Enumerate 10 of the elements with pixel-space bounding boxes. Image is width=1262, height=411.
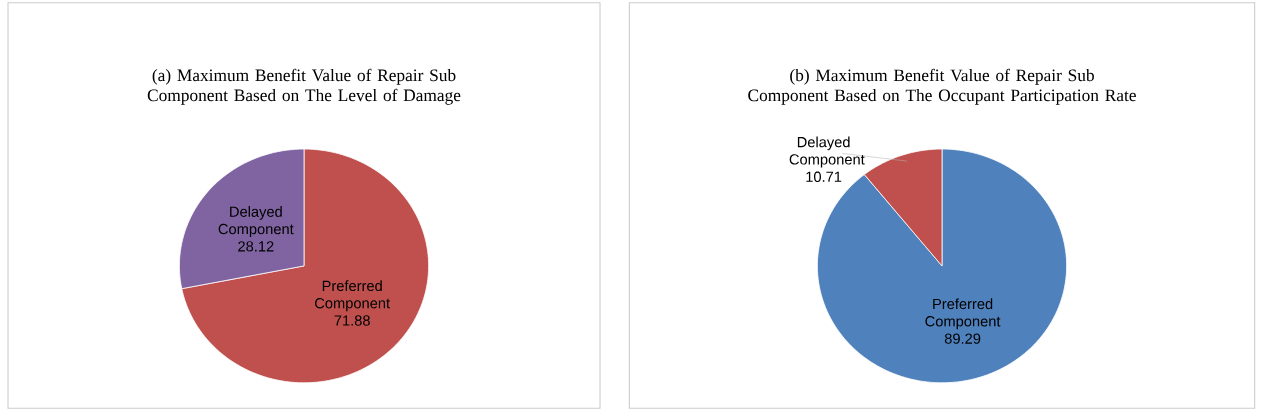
slice-label: Delayed Component	[789, 136, 865, 168]
slice-label: Preferred Component	[315, 280, 390, 312]
slice-label: Delayed Component	[218, 206, 294, 238]
data-label: 10.71	[806, 171, 842, 182]
data-label: 89.29	[944, 333, 981, 344]
chart-title: (a) Maximum Benefit Value of Repair Sub Component Based on The Level of Damage	[147, 68, 461, 105]
chart-title: (b) Maximum Benefit Value of Repair Sub Component Based on The Occupant Participation Rate	[748, 68, 1136, 105]
slice-label: Preferred Component	[925, 298, 1001, 330]
data-label: 28.12	[238, 241, 274, 252]
data-label: 71.88	[334, 315, 370, 326]
